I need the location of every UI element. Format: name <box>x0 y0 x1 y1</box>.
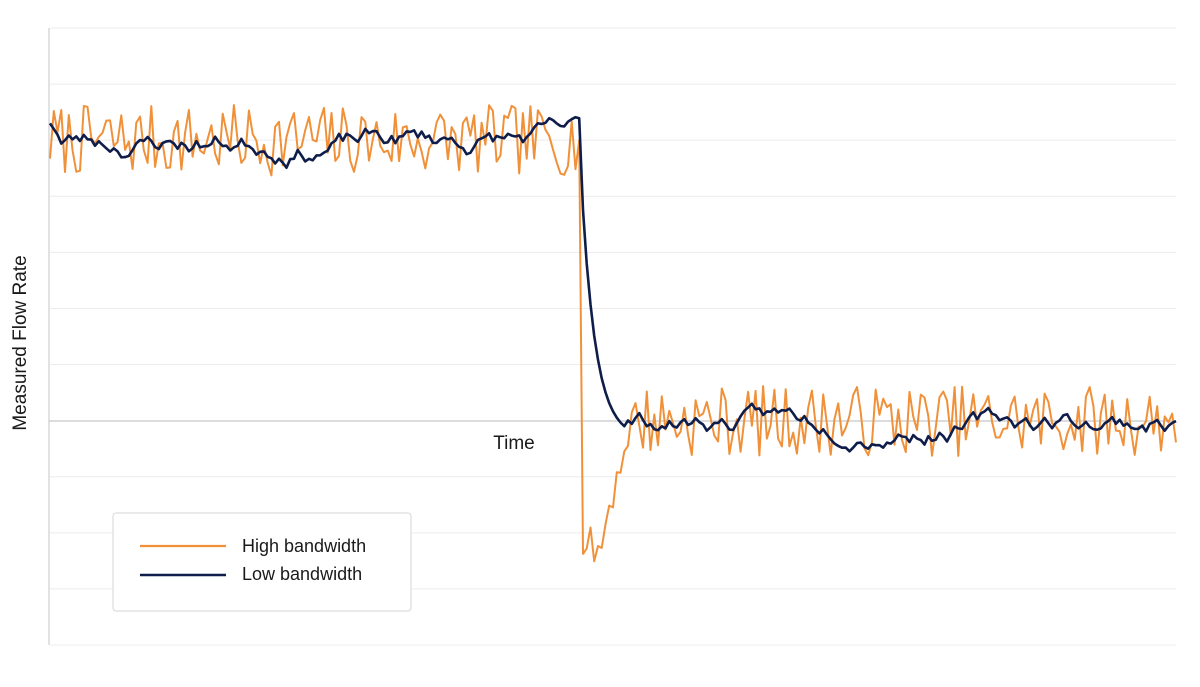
series-line-low-bandwidth <box>48 115 1177 453</box>
legend: High bandwidth Low bandwidth <box>112 512 412 612</box>
series-layer <box>48 104 1177 563</box>
series-line-high-bandwidth <box>49 104 1177 563</box>
legend-label-high-bandwidth: High bandwidth <box>242 536 366 556</box>
y-axis-title: Measured Flow Rate <box>10 255 31 430</box>
legend-label-low-bandwidth: Low bandwidth <box>242 564 362 584</box>
x-axis-title: Time <box>493 433 535 454</box>
legend-box <box>112 512 412 612</box>
